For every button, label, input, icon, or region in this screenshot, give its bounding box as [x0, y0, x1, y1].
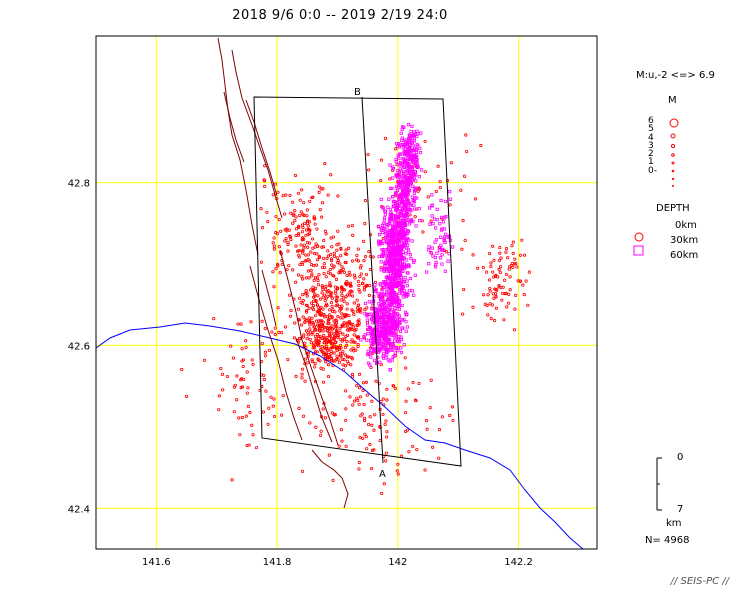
m-scale-list: 6 5 4 3 2 1 0- [648, 116, 657, 176]
map-title: 2018 9/6 0:0 -- 2019 2/19 24:0 [232, 8, 448, 23]
y-tick-label: 42.4 [68, 504, 90, 515]
y-tick-label: 42.6 [68, 341, 90, 352]
depth-60km: 60km [670, 250, 699, 261]
y-axis-tick-labels: 42.8 42.6 42.4 [68, 179, 90, 516]
scale-bottom-label: 7 [677, 504, 684, 515]
depth-30km-symbol [634, 232, 644, 242]
grid-lines [96, 36, 597, 549]
coastline [96, 322, 584, 549]
y-tick-label: 42.8 [68, 179, 90, 190]
depth-60km-symbol [633, 245, 644, 256]
x-tick-label: 142.2 [504, 557, 533, 568]
scale-top-label: 0 [677, 452, 684, 463]
magnitude-range-label: M:u,-2 <=> 6.9 [636, 70, 715, 81]
cross-section-box [253, 96, 462, 467]
magnitude-legend-symbols [669, 118, 679, 187]
depth-0km: 0km [675, 220, 697, 231]
event-count: N= 4968 [645, 535, 690, 546]
section-label-b: B [354, 87, 361, 98]
cross-section-line [361, 96, 384, 464]
seis-pc-footer: // SEIS-PC // [670, 576, 729, 587]
section-label-a: A [379, 469, 386, 480]
depth-30km: 30km [670, 235, 699, 246]
x-axis-tick-labels: 141.6 141.8 142 142.2 [142, 557, 533, 568]
epicenter-cloud [180, 123, 531, 496]
x-tick-label: 141.8 [263, 557, 292, 568]
m-label: M [668, 95, 677, 106]
fault-lines [217, 37, 349, 509]
map-frame [95, 35, 598, 550]
x-tick-label: 142 [388, 557, 407, 568]
distance-scale-bar [656, 457, 662, 511]
scale-unit-label: km [666, 518, 682, 529]
x-tick-label: 141.6 [142, 557, 171, 568]
depth-label: DEPTH [656, 203, 690, 214]
